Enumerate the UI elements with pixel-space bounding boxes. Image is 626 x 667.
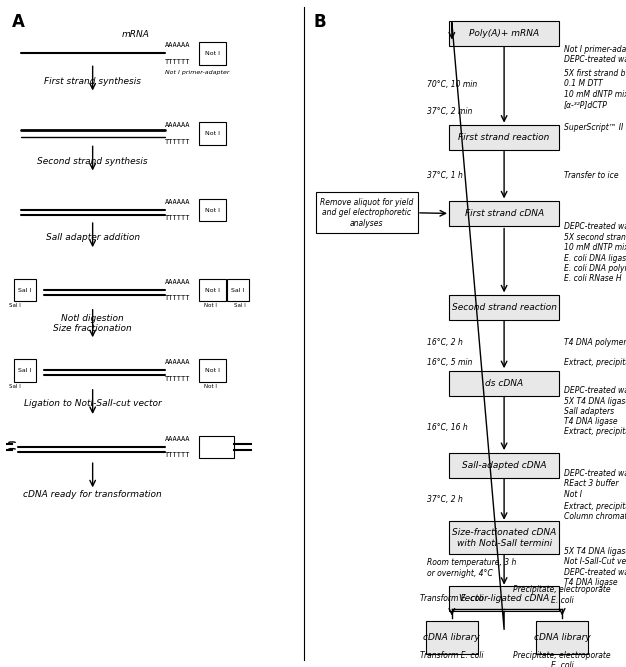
FancyBboxPatch shape — [316, 192, 418, 233]
FancyBboxPatch shape — [449, 295, 559, 320]
Text: Ligation to NotI-SalI-cut vector: Ligation to NotI-SalI-cut vector — [24, 399, 162, 408]
Text: Not I: Not I — [205, 368, 220, 373]
Text: AAAAAA: AAAAAA — [165, 279, 190, 285]
Text: 16°C, 2 h: 16°C, 2 h — [427, 338, 463, 347]
Text: SuperScript™ II RT: SuperScript™ II RT — [564, 123, 626, 132]
Text: Transform E. coli: Transform E. coli — [420, 651, 484, 660]
Text: AAAAAA: AAAAAA — [165, 359, 190, 365]
Text: Second strand synthesis: Second strand synthesis — [38, 157, 148, 165]
FancyBboxPatch shape — [449, 201, 559, 226]
Text: NotI digestion
Size fractionation: NotI digestion Size fractionation — [53, 313, 132, 334]
Text: TTTTTT: TTTTTT — [165, 376, 190, 382]
FancyBboxPatch shape — [426, 621, 478, 654]
Text: Transform E. coli: Transform E. coli — [420, 594, 484, 604]
Text: TTTTTT: TTTTTT — [165, 215, 190, 221]
Text: Precipitate, electroporate
E. coli: Precipitate, electroporate E. coli — [513, 585, 611, 604]
Text: Sal I: Sal I — [18, 287, 32, 293]
Text: First strand cDNA: First strand cDNA — [464, 209, 543, 218]
Text: ds cDNA: ds cDNA — [485, 379, 523, 388]
FancyBboxPatch shape — [449, 371, 559, 396]
Text: TTTTTT: TTTTTT — [165, 59, 190, 65]
FancyBboxPatch shape — [198, 279, 226, 301]
Text: Poly(A)+ mRNA: Poly(A)+ mRNA — [469, 29, 539, 38]
Text: Not I: Not I — [204, 303, 217, 308]
FancyBboxPatch shape — [449, 453, 559, 478]
Text: AAAAAA: AAAAAA — [165, 42, 190, 48]
Text: First strand synthesis: First strand synthesis — [44, 77, 141, 85]
Text: AAAAAA: AAAAAA — [165, 436, 190, 442]
FancyBboxPatch shape — [227, 279, 249, 301]
Text: 16°C, 5 min: 16°C, 5 min — [427, 358, 472, 367]
Text: Vector-ligated cDNA: Vector-ligated cDNA — [459, 594, 549, 603]
Text: Not I: Not I — [205, 207, 220, 213]
Text: Sal I: Sal I — [9, 384, 21, 388]
Text: Not I primer-adapter: Not I primer-adapter — [165, 70, 229, 75]
Text: Not I: Not I — [205, 51, 220, 56]
Text: AAAAAA: AAAAAA — [165, 199, 190, 205]
Text: Extract, precipitate: Extract, precipitate — [564, 428, 626, 436]
Text: cDNA ready for transformation: cDNA ready for transformation — [23, 490, 162, 499]
FancyBboxPatch shape — [449, 125, 559, 150]
Text: 16°C, 16 h: 16°C, 16 h — [427, 423, 468, 432]
Text: T4 DNA polymerase: T4 DNA polymerase — [564, 338, 626, 347]
Text: DEPC-treated water
REact 3 buffer
Not I: DEPC-treated water REact 3 buffer Not I — [564, 469, 626, 499]
Text: TTTTTT: TTTTTT — [165, 295, 190, 301]
Text: B: B — [313, 13, 326, 31]
Text: AAAAAA: AAAAAA — [165, 122, 190, 128]
FancyBboxPatch shape — [198, 42, 226, 65]
FancyBboxPatch shape — [198, 359, 226, 382]
FancyBboxPatch shape — [14, 279, 36, 301]
Text: Not I primer-adapter
DEPC-treated water: Not I primer-adapter DEPC-treated water — [564, 45, 626, 64]
Text: cDNA library: cDNA library — [423, 633, 480, 642]
FancyBboxPatch shape — [198, 122, 226, 145]
Text: TTTTTT: TTTTTT — [165, 139, 190, 145]
FancyBboxPatch shape — [198, 199, 226, 221]
FancyBboxPatch shape — [449, 586, 559, 611]
Text: Not I: Not I — [205, 287, 220, 293]
Text: TTTTTT: TTTTTT — [165, 452, 190, 458]
Text: 37°C, 1 h: 37°C, 1 h — [427, 171, 463, 180]
Text: mRNA: mRNA — [122, 30, 150, 39]
Text: Size-fractionated cDNA
with NotI-SalI termini: Size-fractionated cDNA with NotI-SalI te… — [452, 528, 557, 548]
Text: 5X first strand buffer
0.1 M DTT
10 mM dNTP mix
[α-³²P]dCTP: 5X first strand buffer 0.1 M DTT 10 mM d… — [564, 69, 626, 109]
Text: cDNA library: cDNA library — [534, 633, 590, 642]
FancyBboxPatch shape — [449, 522, 559, 554]
FancyBboxPatch shape — [449, 21, 559, 46]
Text: Remove aliquot for yield
and gel electrophoretic
analyses: Remove aliquot for yield and gel electro… — [320, 198, 413, 227]
Text: Transfer to ice: Transfer to ice — [564, 171, 618, 180]
Text: First strand reaction: First strand reaction — [458, 133, 550, 142]
Text: Sal I: Sal I — [232, 287, 245, 293]
Text: Second strand reaction: Second strand reaction — [451, 303, 557, 312]
Text: 70°C, 10 min: 70°C, 10 min — [427, 81, 477, 89]
Text: 37°C, 2 min: 37°C, 2 min — [427, 107, 472, 116]
Text: DEPC-treated water
5X T4 DNA ligase buffer
SalI adapters
T4 DNA ligase: DEPC-treated water 5X T4 DNA ligase buff… — [564, 386, 626, 426]
FancyBboxPatch shape — [198, 436, 234, 458]
FancyBboxPatch shape — [14, 359, 36, 382]
Text: 5X T4 DNA ligase buffer
Not I-SalI-Cut vector
DEPC-treated water
T4 DNA ligase: 5X T4 DNA ligase buffer Not I-SalI-Cut v… — [564, 547, 626, 587]
FancyBboxPatch shape — [536, 621, 588, 654]
Text: 37°C, 2 h: 37°C, 2 h — [427, 495, 463, 504]
Text: Not I: Not I — [205, 131, 220, 136]
Text: Extract, precipitate: Extract, precipitate — [564, 358, 626, 367]
Text: Sal I: Sal I — [233, 303, 245, 308]
Text: Not I: Not I — [204, 384, 217, 388]
Text: DEPC-treated water
5X second strand buffer
10 mM dNTP mix
E. coli DNA ligase
E. : DEPC-treated water 5X second strand buff… — [564, 222, 626, 283]
Text: A: A — [12, 13, 25, 31]
Text: Room temperature, 3 h
or overnight, 4°C: Room temperature, 3 h or overnight, 4°C — [427, 558, 516, 578]
Text: Extract, precipitate
Column chromatography: Extract, precipitate Column chromatograp… — [564, 502, 626, 522]
Text: SalI-adapted cDNA: SalI-adapted cDNA — [462, 461, 546, 470]
Text: SalI adapter addition: SalI adapter addition — [46, 233, 140, 242]
Text: Precipitate, electroporate
E. coli: Precipitate, electroporate E. coli — [513, 651, 611, 667]
Text: Sal I: Sal I — [18, 368, 32, 373]
Text: Sal I: Sal I — [9, 303, 21, 308]
